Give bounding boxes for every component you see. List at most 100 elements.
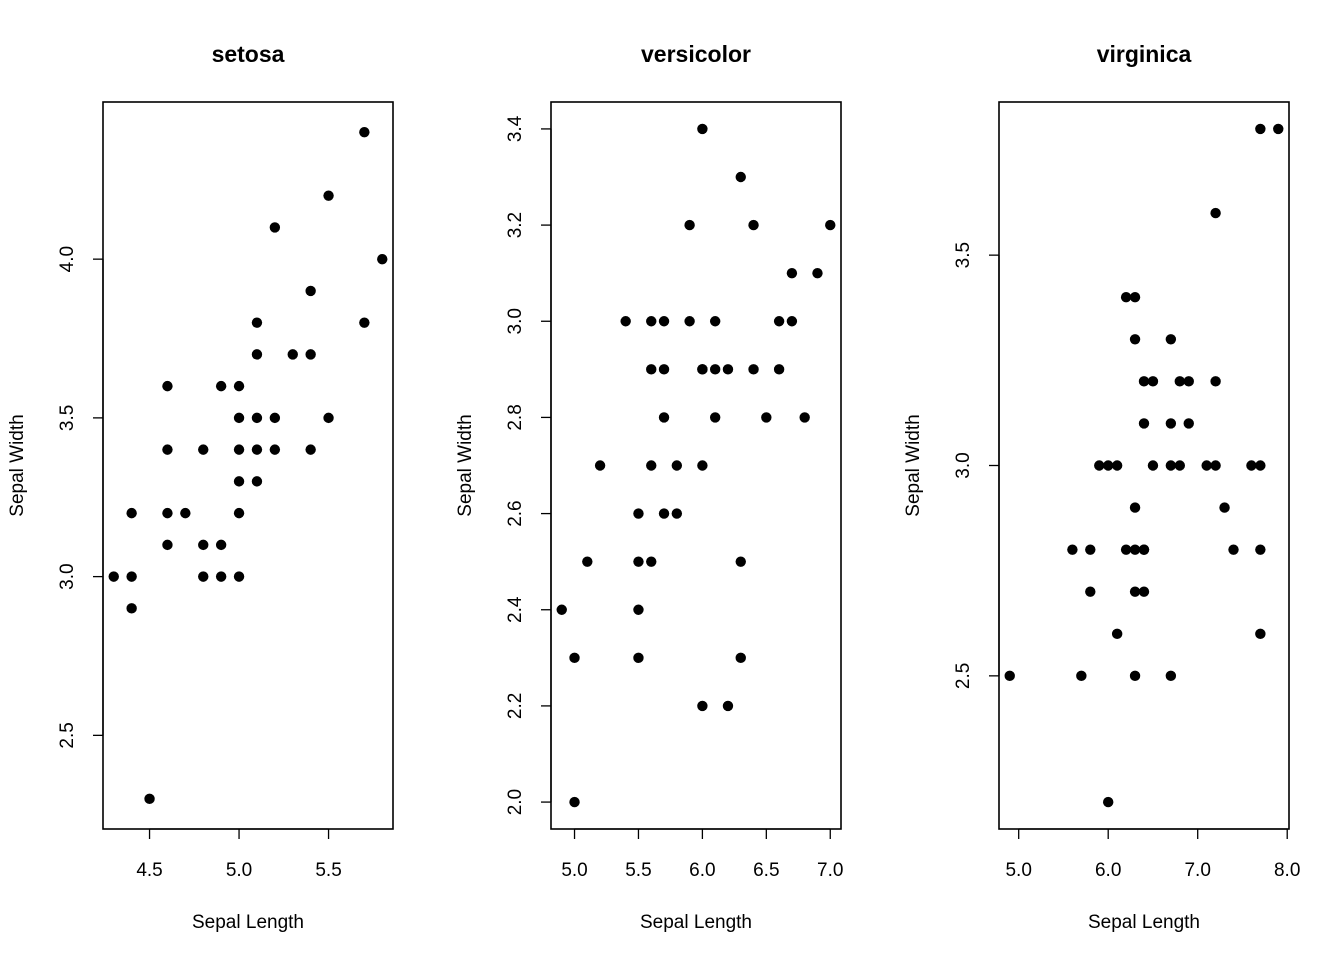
data-point — [1120, 544, 1132, 555]
data-point — [1210, 460, 1221, 471]
data-point — [1102, 460, 1114, 471]
data-point — [761, 412, 772, 423]
data-point — [1129, 670, 1141, 682]
data-point — [1138, 418, 1150, 429]
data-point — [1120, 292, 1132, 303]
scatter-panel-virginica: virginica 5.0 6.0 7.0 8.0 2.5 3.0 3.5 Sepal Leng… — [903, 41, 1300, 933]
data-point — [1004, 670, 1015, 682]
data-point — [108, 571, 119, 582]
y-tick-label: 2.4 — [505, 596, 526, 623]
data-point — [215, 380, 227, 392]
data-point — [1165, 460, 1177, 471]
data-point — [1228, 544, 1239, 555]
y-axis-label: Sepal Width — [7, 414, 28, 516]
data-point — [633, 508, 644, 519]
y-tick-label: 3.0 — [57, 563, 78, 589]
data-point — [1138, 544, 1150, 555]
data-point — [722, 700, 734, 712]
data-point — [180, 507, 191, 519]
data-point — [646, 316, 657, 327]
y-tick-label: 2.0 — [505, 789, 526, 815]
data-point — [748, 364, 759, 375]
data-point — [162, 539, 173, 551]
x-tick-label: 8.0 — [1274, 860, 1300, 881]
data-point — [233, 476, 245, 487]
x-tick-label: 5.5 — [625, 860, 651, 881]
y-tick-label: 2.5 — [953, 663, 974, 689]
data-point — [233, 412, 245, 424]
data-point — [215, 539, 227, 551]
data-point — [251, 349, 263, 360]
data-point — [1067, 544, 1078, 555]
data-point — [633, 604, 644, 615]
panel-title: setosa — [212, 41, 285, 67]
data-point — [671, 508, 683, 519]
data-point — [1255, 123, 1266, 135]
data-point — [697, 460, 708, 471]
x-tick-label: 6.0 — [1095, 860, 1121, 881]
data-point — [126, 603, 137, 614]
data-point — [646, 556, 657, 567]
data-point — [1129, 586, 1141, 597]
y-tick-label: 3.5 — [57, 405, 78, 431]
data-point — [556, 604, 567, 615]
data-point — [198, 571, 209, 582]
data-point — [1076, 670, 1087, 682]
data-point — [251, 317, 263, 328]
x-tick-label: 5.5 — [315, 860, 341, 881]
data-point — [1273, 123, 1284, 135]
data-point — [305, 285, 316, 297]
data-point — [735, 171, 746, 183]
data-point — [786, 267, 798, 279]
y-tick-label: 2.6 — [505, 500, 526, 526]
data-point — [658, 508, 670, 519]
data-point — [773, 316, 785, 327]
data-point — [773, 364, 785, 375]
data-point — [377, 253, 388, 265]
x-axis-label: Sepal Length — [192, 912, 304, 933]
data-point — [709, 316, 721, 327]
data-point — [709, 364, 721, 375]
data-point — [233, 444, 245, 455]
data-point — [198, 539, 209, 551]
data-point — [1129, 544, 1141, 555]
y-tick-label: 2.5 — [57, 722, 78, 748]
data-point — [359, 126, 370, 138]
data-point — [722, 364, 734, 375]
data-point — [1094, 460, 1105, 471]
data-point — [1174, 460, 1186, 471]
data-point — [1147, 460, 1159, 471]
data-point — [697, 700, 708, 712]
x-axis-label: Sepal Length — [1088, 912, 1200, 933]
data-point — [233, 380, 245, 392]
data-point — [735, 652, 746, 664]
data-point — [287, 349, 298, 360]
data-point — [1129, 334, 1141, 345]
x-tick-label: 5.0 — [1005, 860, 1031, 881]
x-tick-label: 6.5 — [753, 860, 779, 881]
x-tick-label: 7.0 — [1184, 860, 1210, 881]
data-point — [697, 123, 708, 135]
data-point — [1183, 418, 1194, 429]
data-point — [697, 364, 708, 375]
data-point — [215, 571, 227, 582]
data-point — [825, 219, 836, 231]
data-point — [323, 412, 334, 424]
plot-frame — [102, 101, 394, 830]
data-point — [198, 444, 209, 455]
x-tick-label: 5.0 — [561, 860, 587, 881]
data-point — [735, 556, 746, 567]
data-point — [162, 507, 173, 519]
data-point — [1111, 628, 1123, 639]
data-point — [1255, 628, 1266, 639]
data-point — [1174, 376, 1186, 387]
data-point — [1210, 376, 1221, 387]
data-point — [1138, 586, 1150, 597]
data-point — [1219, 502, 1230, 513]
data-point — [569, 796, 580, 808]
data-point — [126, 507, 137, 519]
data-point — [162, 380, 173, 392]
y-tick-label: 3.0 — [505, 308, 526, 334]
x-tick-label: 6.0 — [689, 860, 715, 881]
data-point — [658, 316, 670, 327]
